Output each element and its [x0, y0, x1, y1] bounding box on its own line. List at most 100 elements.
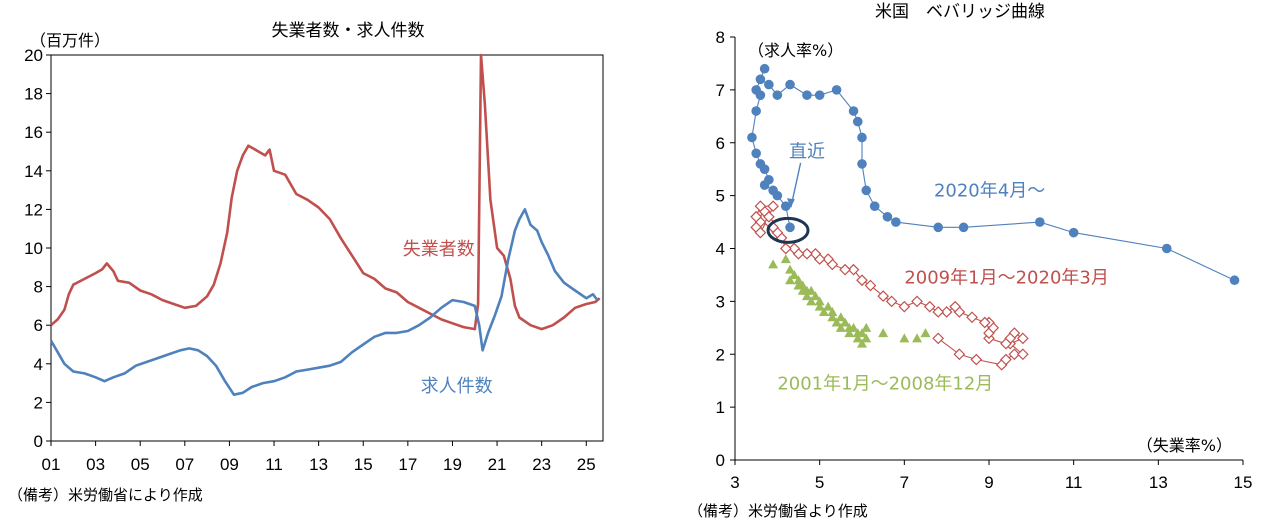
marker-2-14: [814, 301, 825, 311]
series-group-2: [768, 254, 931, 348]
marker-2-1: [780, 254, 791, 264]
marker-0-14: [831, 85, 842, 95]
y-tick-label-0: 0: [34, 432, 43, 451]
marker-2-29: [857, 328, 867, 338]
marker-0-7: [882, 211, 893, 222]
marker-1-29: [847, 263, 860, 276]
marker-0-1: [1162, 243, 1172, 254]
x-tick-label-5: 13: [1149, 473, 1168, 492]
marker-1-26: [877, 290, 890, 302]
marker-0-4: [958, 222, 969, 233]
marker-1-28: [856, 274, 868, 287]
series-label-2020: 2020年4月～: [934, 180, 1045, 201]
y-tick-label-8: 16: [24, 123, 43, 142]
x-tick-label-4: 09: [220, 455, 239, 474]
marker-2-23: [840, 317, 851, 327]
marker-0-20: [755, 74, 766, 85]
marker-0-21: [759, 63, 770, 74]
marker-0-25: [747, 132, 757, 143]
marker-0-5: [933, 222, 943, 233]
x-tick-label-0: 01: [42, 455, 61, 474]
marker-1-22: [923, 300, 936, 313]
marker-1-24: [898, 300, 911, 313]
y-tick-label-2: 4: [34, 355, 43, 374]
x-tick-label-7: 15: [354, 455, 373, 474]
marker-0-34: [785, 222, 795, 233]
marker-0-23: [755, 90, 766, 100]
marker-1-27: [864, 279, 877, 292]
marker-2-18: [827, 312, 838, 322]
marker-0-11: [857, 132, 867, 143]
x-tick-label-5: 11: [265, 455, 283, 474]
y-tick-label-7: 7: [716, 81, 725, 100]
y-tick-label-1: 1: [716, 398, 725, 417]
annotation-arrow-head: [786, 198, 795, 208]
marker-2-13: [806, 285, 817, 295]
marker-1-16: [978, 316, 991, 329]
marker-2-9: [801, 291, 812, 301]
marker-0-6: [891, 217, 901, 227]
marker-0-28: [759, 164, 770, 174]
marker-1-11: [1000, 337, 1012, 350]
marker-2-0: [768, 259, 779, 269]
marker-1-19: [949, 300, 961, 313]
y-tick-label-3: 6: [34, 316, 43, 335]
marker-2-36: [920, 328, 931, 338]
x-tick-label-3: 07: [175, 455, 194, 474]
marker-1-49: [767, 200, 779, 213]
marker-2-34: [899, 333, 910, 343]
y-tick-label-5: 10: [24, 239, 43, 258]
marker-1-48: [763, 210, 775, 223]
series-label-openings: 求人件数: [421, 376, 493, 397]
marker-2-30: [861, 333, 872, 343]
x-tick-label-6: 15: [1234, 473, 1253, 492]
marker-2-22: [835, 322, 846, 332]
marker-1-25: [885, 295, 898, 308]
annotation-latest: 直近: [789, 142, 825, 163]
marker-0-13: [848, 106, 859, 116]
y-tick-label-10: 20: [24, 46, 43, 65]
marker-1-51: [750, 210, 763, 223]
series-line-0: [50, 53, 601, 331]
x-tick-label-9: 19: [443, 455, 462, 474]
marker-0-19: [764, 79, 774, 90]
x-tick-label-2: 7: [900, 473, 909, 492]
marker-0-16: [802, 90, 812, 100]
marker-2-3: [789, 269, 800, 279]
y-tick-label-0: 0: [716, 451, 725, 470]
x-tick-label-4: 11: [1065, 473, 1083, 492]
marker-2-35: [912, 333, 923, 343]
marker-1-5: [1008, 348, 1021, 361]
y-tick-label-9: 18: [24, 85, 43, 104]
y-tick-label-2: 2: [716, 345, 725, 364]
x-tick-label-0: 3: [730, 473, 739, 492]
marker-1-21: [932, 306, 945, 318]
marker-1-2: [970, 353, 983, 366]
y-axis-unit: （百万件）: [30, 31, 110, 50]
x-tick-label-10: 21: [488, 455, 507, 474]
y-tick-label-5: 5: [716, 187, 725, 206]
marker-2-8: [797, 280, 808, 290]
marker-2-31: [857, 338, 867, 348]
y-tick-label-4: 4: [716, 240, 725, 259]
y-axis-unit: （求人率%）: [748, 41, 843, 60]
x-tick-label-8: 17: [398, 455, 417, 474]
series-group-1: [750, 200, 1029, 371]
marker-1-30: [839, 263, 851, 276]
marker-1-8: [1017, 332, 1029, 345]
marker-1-20: [940, 306, 953, 318]
marker-2-32: [861, 322, 872, 332]
marker-1-34: [809, 247, 822, 260]
marker-0-2: [1068, 227, 1079, 238]
x-tick-label-11: 23: [532, 455, 551, 474]
y-tick-label-4: 8: [34, 278, 43, 297]
marker-0-10: [857, 159, 867, 169]
x-tick-label-12: 25: [577, 455, 596, 474]
plot-area: [50, 54, 604, 442]
marker-2-6: [793, 275, 804, 285]
marker-1-38: [779, 242, 792, 255]
marker-1-17: [966, 311, 978, 324]
marker-2-20: [831, 317, 842, 327]
x-tick-label-1: 5: [815, 473, 824, 492]
